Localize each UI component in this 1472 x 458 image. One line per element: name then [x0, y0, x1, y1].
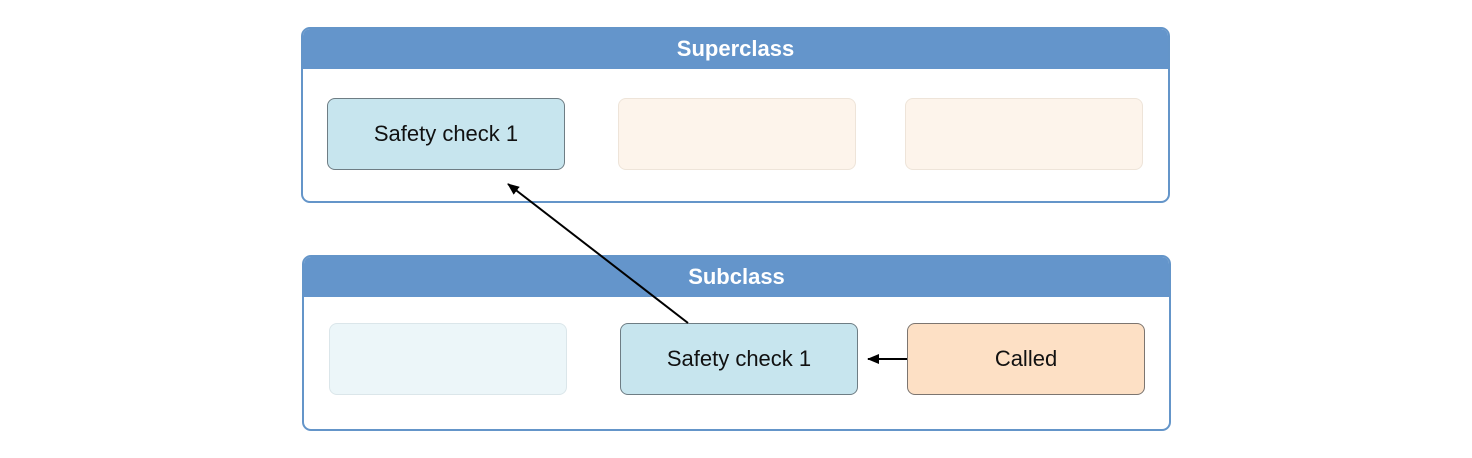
subclass-step-3-label: Called: [994, 346, 1058, 371]
subclass-step-3: Called: [907, 323, 1145, 395]
superclass-title: Superclass: [676, 36, 795, 61]
subclass-step-1: [329, 323, 567, 395]
subclass-title: Subclass: [688, 264, 785, 289]
superclass-header: Superclass: [303, 29, 1168, 69]
subclass-header: Subclass: [304, 257, 1169, 297]
superclass-step-2: [618, 98, 856, 170]
subclass-step-2-label: Safety check 1: [666, 346, 812, 371]
superclass-step-1: Safety check 1: [327, 98, 565, 170]
superclass-step-3: [905, 98, 1143, 170]
subclass-step-2: Safety check 1: [620, 323, 858, 395]
superclass-step-1-label: Safety check 1: [373, 121, 519, 146]
